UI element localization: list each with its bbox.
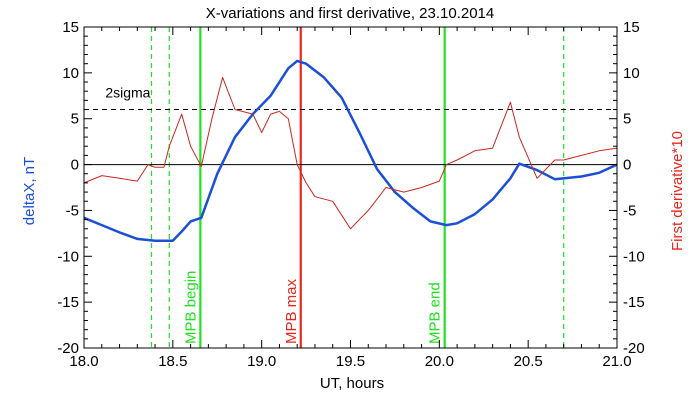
y-tick-label-left-3: 0 — [71, 157, 79, 174]
y-tick-label-right-4: -5 — [623, 202, 636, 219]
y-tick-label-right-2: 5 — [623, 111, 631, 128]
plot-frame — [83, 26, 618, 349]
plot-area: MPB begin MPB max MPB end 2sigma 18.0 18.5 19.… — [57, 19, 644, 370]
y-tick-label-left-1: 10 — [62, 65, 79, 82]
y-tick-label-left-5: -10 — [57, 248, 79, 265]
chart-title: X-variations and first derivative, 23.10… — [206, 5, 495, 22]
y-tick-label-right-3: 0 — [623, 157, 631, 174]
y-tick-label-right-7: -20 — [623, 340, 645, 357]
x-tick-label-2: 19.0 — [247, 353, 276, 370]
y-tick-label-left-6: -15 — [57, 294, 79, 311]
x-tick-label-0: 18.0 — [69, 353, 98, 370]
y-tick-label-right-0: 15 — [623, 19, 640, 36]
series-line-0 — [83, 59, 618, 242]
y-tick-label-left-7: -20 — [57, 340, 79, 357]
sigma-label: 2sigma — [105, 85, 150, 101]
y-axis-label-right: First derivative*10 — [669, 131, 686, 251]
y-tick-label-right-5: -10 — [623, 248, 645, 265]
y-tick-label-left-4: -5 — [66, 202, 79, 219]
y-tick-label-right-6: -15 — [623, 294, 645, 311]
marker-label-4: MPB end — [427, 282, 444, 344]
marker-label-2: MPB begin — [182, 271, 199, 344]
y-tick-label-left-2: 5 — [71, 111, 79, 128]
x-tick-label-3: 19.5 — [336, 353, 365, 370]
x-axis-label: UT, hours — [320, 375, 384, 392]
y-tick-label-left-0: 15 — [62, 19, 79, 36]
y-axis-label-left: deltaX, nT — [21, 157, 38, 225]
series-line-1 — [83, 76, 618, 230]
x-tick-label-6: 21.0 — [602, 353, 631, 370]
x-tick-label-5: 20.5 — [514, 353, 543, 370]
y-tick-label-right-1: 10 — [623, 65, 640, 82]
marker-label-3: MPB max — [283, 278, 300, 344]
x-tick-label-1: 18.5 — [158, 353, 187, 370]
x-tick-label-4: 20.0 — [425, 353, 454, 370]
